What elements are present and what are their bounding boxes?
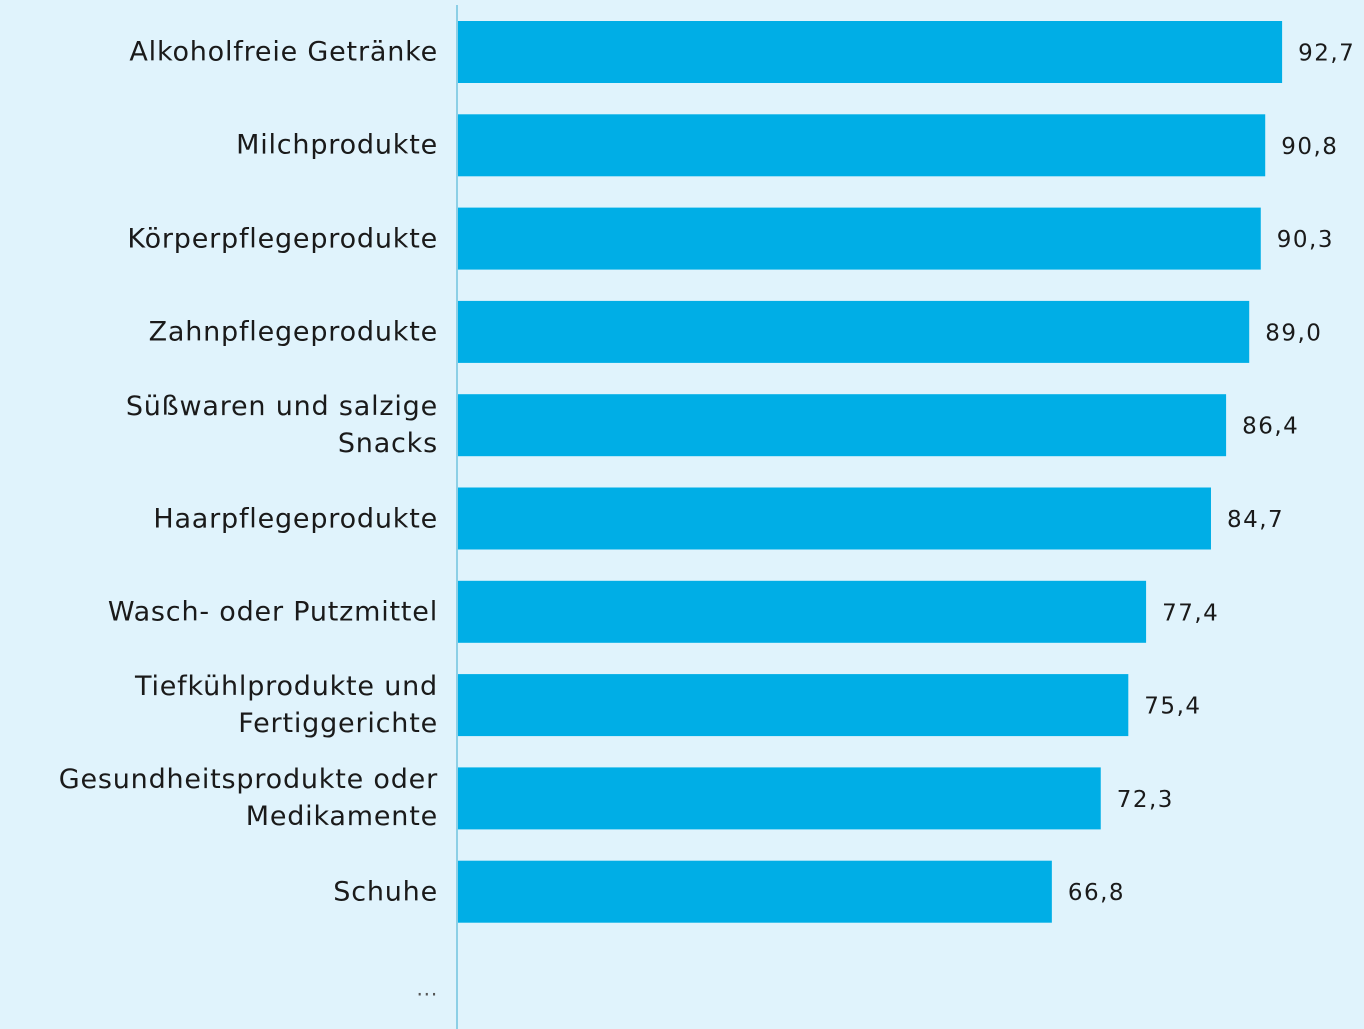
category-label: Süßwaren und salzige Snacks	[125, 391, 438, 460]
value-label: 72,3	[1117, 787, 1174, 813]
value-label: 66,8	[1068, 880, 1125, 906]
value-label: 90,3	[1277, 227, 1334, 253]
bar	[458, 114, 1266, 177]
value-label: 89,0	[1265, 320, 1322, 346]
bar	[458, 394, 1227, 457]
bar	[458, 674, 1129, 737]
bar	[458, 860, 1052, 923]
value-label: 86,4	[1242, 414, 1299, 440]
category-label: Haarpflegeprodukte	[153, 503, 438, 534]
category-label: Zahnpflegeprodukte	[148, 316, 438, 348]
bar	[458, 580, 1147, 643]
bar	[458, 487, 1211, 550]
value-label: 75,4	[1144, 694, 1201, 720]
value-label: 92,7	[1298, 41, 1355, 67]
category-label: Wasch- oder Putzmittel	[107, 596, 438, 628]
category-label: Milchprodukte	[236, 129, 438, 161]
value-label: 84,7	[1227, 507, 1284, 533]
category-label: ...	[416, 976, 438, 1001]
value-label: 90,8	[1281, 134, 1338, 160]
value-label: 77,4	[1162, 600, 1219, 626]
bar	[458, 207, 1261, 270]
category-label: Körperpflegeprodukte	[127, 223, 438, 255]
bar	[458, 21, 1283, 83]
bar	[458, 300, 1250, 363]
category-label: Gesundheitsprodukte oder Medikamente	[58, 764, 438, 833]
category-label: Schuhe	[333, 876, 438, 908]
category-label: Tiefkühlprodukte und Fertiggerichte	[134, 671, 438, 740]
category-label: Alkoholfreie Getränke	[129, 36, 438, 68]
bar	[458, 767, 1101, 830]
